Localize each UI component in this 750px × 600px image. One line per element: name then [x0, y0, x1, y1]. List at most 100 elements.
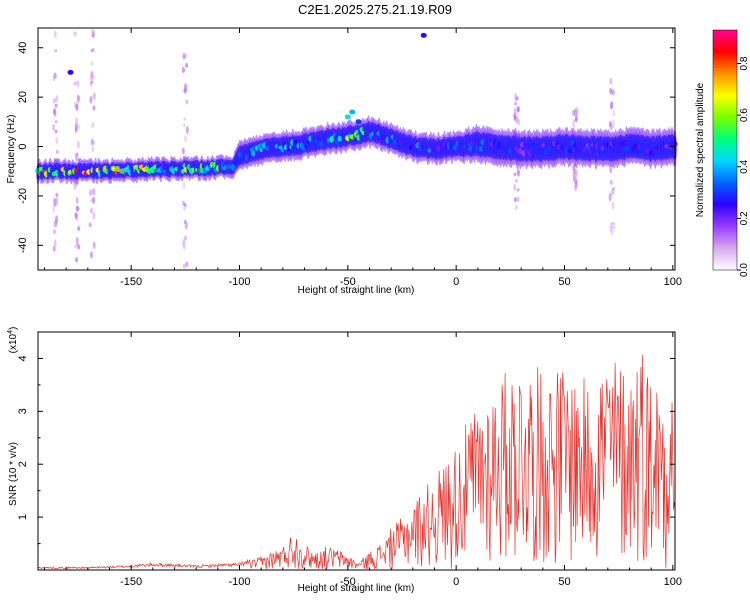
- colorbar: [713, 30, 737, 270]
- snr-y-tick-label: 1: [17, 514, 29, 520]
- colorbar-frame: [712, 29, 738, 271]
- heatmap-cell: [608, 192, 612, 202]
- heatmap-cell: [185, 126, 189, 134]
- heatmap-cell: [90, 49, 94, 53]
- heatmap-cell: [90, 61, 94, 66]
- heatmap-cell: [75, 236, 79, 246]
- heatmap-cell: [516, 105, 520, 113]
- heatmap-cell: [573, 185, 577, 192]
- snr-y-tick-label: 4: [17, 355, 29, 361]
- heatmap-cell: [89, 251, 93, 259]
- colorbar-label: Normalized spectral amplitude: [695, 82, 706, 217]
- heatmap-cell: [344, 114, 351, 120]
- heatmap-cell: [53, 239, 57, 247]
- heatmap-cell: [55, 192, 59, 198]
- heatmap-cell: [53, 229, 56, 235]
- spectrogram-x-tick-label: -100: [228, 276, 250, 288]
- heatmap-cell: [76, 80, 80, 88]
- heatmap-cell: [53, 30, 57, 39]
- snr-y-multiplier-exponent: 4: [7, 330, 14, 334]
- heatmap-cell: [92, 105, 96, 111]
- heatmap-cell: [54, 120, 58, 124]
- snr-y-tick-label: 3: [17, 408, 29, 414]
- heatmap-cell: [185, 99, 189, 105]
- snr-y-multiplier-close: ): [8, 327, 19, 330]
- heatmap-cell: [54, 49, 58, 53]
- heatmap-cell: [608, 120, 612, 128]
- spectrogram-y-axis-label: Frequency (Hz): [6, 115, 17, 184]
- heatmap-cell: [52, 245, 56, 252]
- heatmap-cell: [91, 28, 95, 36]
- heatmap-cell: [52, 123, 56, 131]
- heatmap-cell: [55, 95, 59, 103]
- heatmap-cell: [91, 122, 95, 129]
- heatmap-cell: [609, 167, 613, 173]
- heatmap-cell: [77, 124, 81, 130]
- heatmap-cell: [185, 261, 189, 267]
- snr-y-tick-label: 2: [17, 461, 29, 467]
- heatmap-cell: [516, 196, 520, 202]
- spectrogram-x-tick-label: 50: [558, 276, 570, 288]
- heatmap-cell: [54, 103, 58, 108]
- snr-x-tick-label: 50: [558, 576, 570, 588]
- spectrogram-y-tick-label: 0: [17, 143, 29, 149]
- heatmap-cell: [349, 109, 356, 115]
- heatmap-cell: [54, 220, 58, 228]
- heatmap-cell: [612, 222, 616, 226]
- heatmap-cell: [610, 101, 614, 110]
- heatmap-cell: [517, 169, 521, 177]
- heatmap-cell: [181, 147, 185, 155]
- heatmap-cell: [77, 226, 81, 231]
- snr-x-tick-label: 0: [453, 576, 459, 588]
- spectrogram-axes: -150 -100 -50 0 50 100 -40 -20 0 20 40: [17, 28, 682, 288]
- snr-y-multiplier: (x104): [7, 327, 19, 354]
- heatmap-cell: [420, 32, 427, 38]
- heatmap-cell: [513, 183, 517, 192]
- heatmap-cell: [611, 188, 615, 196]
- heatmap-cell: [75, 103, 79, 109]
- heatmap-cell: [76, 140, 80, 149]
- heatmap-cell: [612, 225, 616, 230]
- colorbar-axes: 0.0 0.2 0.4 0.6 0.8: [712, 29, 750, 277]
- spectrogram-y-tick-label: 40: [17, 42, 29, 54]
- spectrogram-x-tick-label: -150: [120, 276, 142, 288]
- heatmap-cell: [572, 119, 576, 128]
- heatmap-cell: [183, 219, 187, 225]
- colorbar-tick-label: 0.4: [739, 159, 750, 173]
- heatmap-cell: [92, 92, 96, 101]
- heatmap-cell: [182, 52, 186, 60]
- heatmap-cell: [515, 96, 519, 101]
- spectrogram-y-tick-label: 20: [17, 91, 29, 103]
- heatmap-cell: [73, 244, 77, 249]
- heatmap-cell: [183, 117, 187, 121]
- heatmap-cell: [609, 78, 613, 85]
- heatmap-cell: [355, 119, 362, 125]
- heatmap-cell: [90, 80, 94, 84]
- heatmap-cell: [514, 112, 518, 116]
- heatmap-cell: [89, 189, 92, 196]
- heatmap-cell: [184, 235, 187, 241]
- heatmap-cell: [73, 183, 77, 190]
- heatmap-cell: [90, 207, 93, 214]
- snr-x-axis-label: Height of straight line (km): [298, 583, 415, 594]
- heatmap-cell: [184, 83, 188, 92]
- snr-x-tick-label: -100: [228, 576, 250, 588]
- colorbar-tick-label: 0.8: [739, 56, 750, 70]
- heatmap-cell: [89, 95, 93, 104]
- heatmap-cell: [609, 87, 613, 95]
- heatmap-cell: [77, 244, 81, 250]
- heatmap-cell: [182, 242, 186, 251]
- spectrogram-x-axis-label: Height of straight line (km): [298, 285, 415, 296]
- snr-y-axis-label: SNR (10 * v/v): [8, 442, 19, 506]
- colorbar-tick-label: 0.2: [739, 211, 750, 225]
- heatmap-cell: [182, 181, 186, 190]
- heatmap-cell: [184, 135, 188, 143]
- heatmap-cell: [67, 69, 74, 75]
- colorbar-tick-label: 0.0: [739, 263, 750, 277]
- heatmap-cell: [89, 198, 93, 202]
- heatmap-cell: [74, 212, 78, 219]
- spectrogram-x-tick-label: -50: [340, 276, 356, 288]
- heatmap-cell: [53, 109, 57, 117]
- spectrogram-heatmap: [35, 28, 678, 269]
- spectrogram-y-tick-label: -20: [17, 188, 29, 204]
